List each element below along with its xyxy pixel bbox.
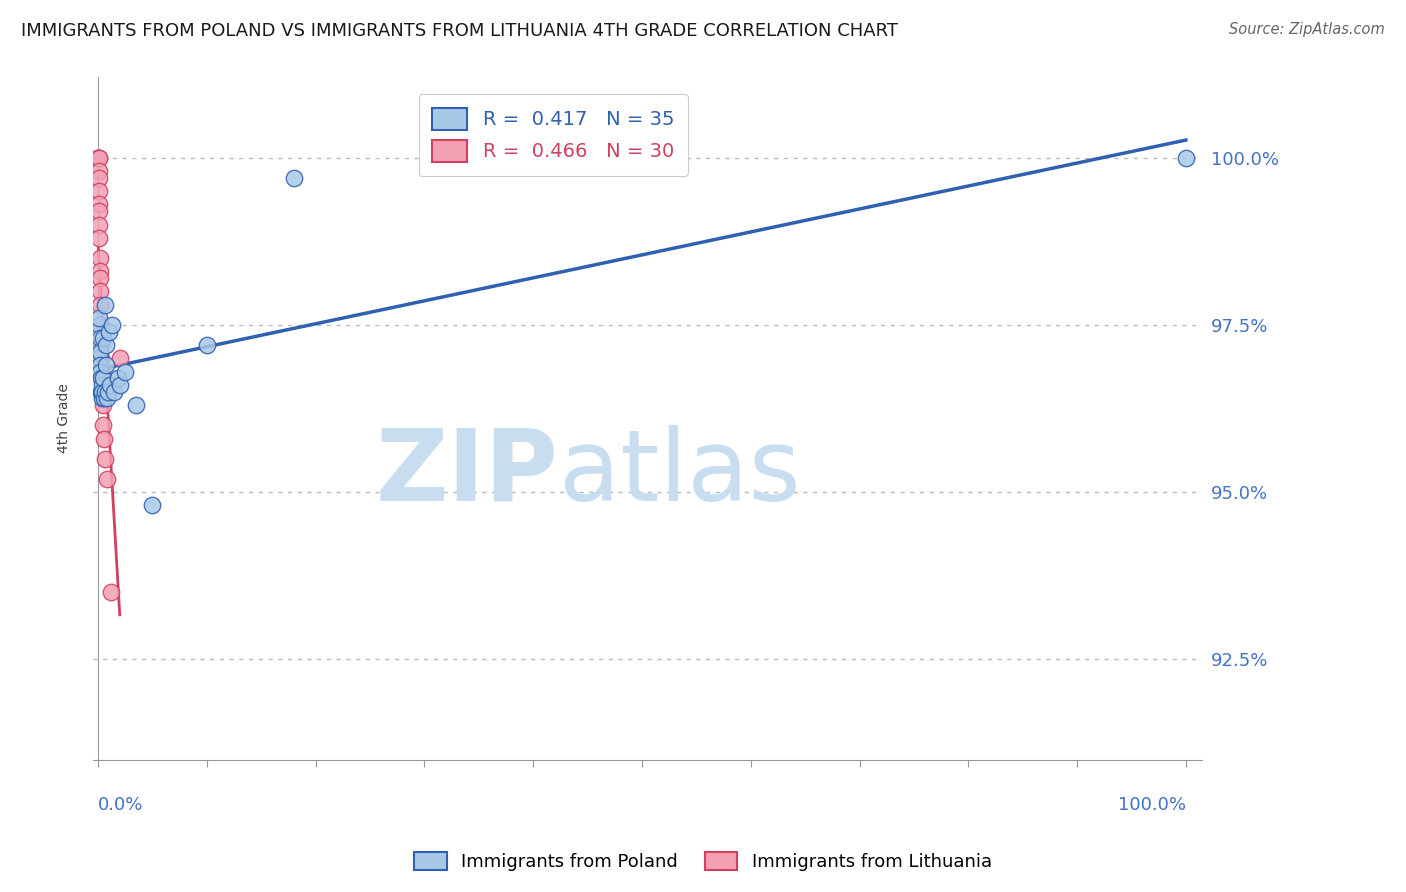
Point bbox=[93, 418, 115, 433]
Point bbox=[89, 311, 111, 326]
Point bbox=[93, 331, 115, 345]
Point bbox=[91, 371, 114, 385]
Point bbox=[87, 164, 110, 178]
Point bbox=[97, 325, 120, 339]
Point bbox=[90, 384, 112, 399]
Text: Source: ZipAtlas.com: Source: ZipAtlas.com bbox=[1229, 22, 1385, 37]
Text: ZIP: ZIP bbox=[375, 425, 558, 522]
Text: 4th Grade: 4th Grade bbox=[56, 384, 70, 453]
Legend: R =  0.417   N = 35, R =  0.466   N = 30: R = 0.417 N = 35, R = 0.466 N = 30 bbox=[419, 94, 688, 176]
Text: IMMIGRANTS FROM POLAND VS IMMIGRANTS FROM LITHUANIA 4TH GRADE CORRELATION CHART: IMMIGRANTS FROM POLAND VS IMMIGRANTS FRO… bbox=[21, 22, 898, 40]
Point bbox=[87, 318, 110, 332]
Point bbox=[90, 365, 112, 379]
Point bbox=[87, 351, 110, 366]
Point bbox=[141, 499, 163, 513]
Point bbox=[89, 365, 111, 379]
Point bbox=[125, 398, 148, 412]
Point bbox=[100, 585, 122, 599]
Point bbox=[90, 318, 112, 332]
Point bbox=[87, 151, 110, 165]
Point bbox=[87, 151, 110, 165]
Point bbox=[90, 392, 112, 406]
Point bbox=[101, 318, 124, 332]
Point bbox=[94, 358, 117, 372]
Point bbox=[93, 451, 115, 466]
Point bbox=[89, 271, 111, 285]
Point bbox=[87, 338, 110, 352]
Point bbox=[91, 384, 114, 399]
Point bbox=[87, 184, 110, 198]
Point bbox=[108, 351, 131, 366]
Point bbox=[96, 392, 118, 406]
Point bbox=[1174, 151, 1197, 165]
Point bbox=[97, 384, 120, 399]
Point bbox=[90, 338, 112, 352]
Point bbox=[89, 264, 111, 278]
Point bbox=[91, 398, 114, 412]
Point bbox=[103, 384, 125, 399]
Point bbox=[91, 384, 114, 399]
Point bbox=[87, 197, 110, 211]
Point bbox=[87, 170, 110, 185]
Point bbox=[108, 378, 131, 392]
Point bbox=[107, 371, 129, 385]
Point bbox=[89, 344, 111, 359]
Legend: Immigrants from Poland, Immigrants from Lithuania: Immigrants from Poland, Immigrants from … bbox=[406, 845, 1000, 879]
Text: 100.0%: 100.0% bbox=[1118, 797, 1185, 814]
Point bbox=[91, 384, 114, 399]
Point bbox=[283, 170, 305, 185]
Point bbox=[89, 231, 111, 245]
Point bbox=[93, 298, 115, 312]
Point bbox=[90, 371, 112, 385]
Point bbox=[89, 204, 111, 219]
Point bbox=[87, 151, 110, 165]
Point bbox=[90, 351, 112, 366]
Point bbox=[94, 384, 117, 399]
Point bbox=[89, 331, 111, 345]
Text: 0.0%: 0.0% bbox=[98, 797, 143, 814]
Point bbox=[89, 298, 111, 312]
Point bbox=[94, 338, 117, 352]
Point bbox=[89, 285, 111, 299]
Point bbox=[90, 371, 112, 385]
Point bbox=[93, 392, 115, 406]
Point bbox=[89, 251, 111, 265]
Point bbox=[91, 378, 114, 392]
Text: atlas: atlas bbox=[558, 425, 800, 522]
Point bbox=[87, 151, 110, 165]
Point bbox=[114, 365, 136, 379]
Point bbox=[90, 384, 112, 399]
Point bbox=[89, 218, 111, 232]
Point bbox=[93, 432, 115, 446]
Point bbox=[89, 358, 111, 372]
Point bbox=[98, 378, 121, 392]
Point bbox=[96, 472, 118, 486]
Point bbox=[195, 338, 218, 352]
